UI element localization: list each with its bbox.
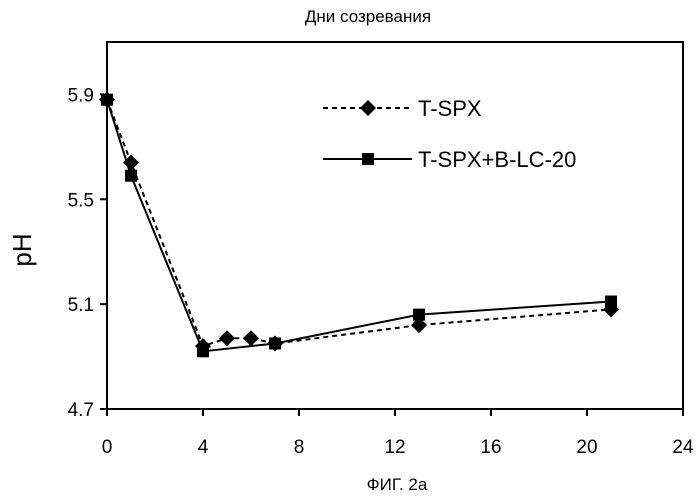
legend-label-1: T-SPX xyxy=(418,96,482,121)
y-tick-label: 5.1 xyxy=(68,295,94,316)
legend-marker-2 xyxy=(362,153,374,165)
x-tick-label: 16 xyxy=(480,437,501,458)
data-point-series-2 xyxy=(197,345,209,357)
data-point-series-2 xyxy=(269,337,281,349)
data-point-series-2 xyxy=(413,309,425,321)
x-tick-label: 4 xyxy=(198,437,209,458)
legend: T-SPX T-SPX+B-LC-20 xyxy=(323,96,576,172)
legend-label-2: T-SPX+B-LC-20 xyxy=(418,147,576,172)
x-tick-label: 12 xyxy=(384,437,405,458)
figure-caption: ФИГ. 2а xyxy=(367,475,428,494)
x-tick-label: 20 xyxy=(576,437,597,458)
y-axis-label: pH xyxy=(7,233,37,266)
y-tick-label: 5.9 xyxy=(68,85,94,106)
chart-title: Дни созревания xyxy=(305,7,431,26)
data-point-series-2 xyxy=(125,170,137,182)
data-point-series-1 xyxy=(243,330,259,346)
series-line-1 xyxy=(107,100,611,346)
plot-area-frame xyxy=(107,42,683,409)
x-tick-label: 0 xyxy=(102,437,113,458)
y-tick-label: 5.5 xyxy=(68,190,94,211)
series-markers xyxy=(99,92,619,358)
x-tick-label: 24 xyxy=(672,437,694,458)
x-tick-label: 8 xyxy=(294,437,305,458)
legend-marker-1 xyxy=(360,100,376,116)
series-lines xyxy=(107,100,611,352)
axis-ticks: 0 4 8 12 16 20 24 4.7 5.1 5.5 5.9 xyxy=(68,85,694,458)
data-point-series-2 xyxy=(605,296,617,308)
y-tick-label: 4.7 xyxy=(68,400,94,421)
series-line-2 xyxy=(107,100,611,352)
data-point-series-2 xyxy=(101,94,113,106)
data-point-series-1 xyxy=(219,330,235,346)
